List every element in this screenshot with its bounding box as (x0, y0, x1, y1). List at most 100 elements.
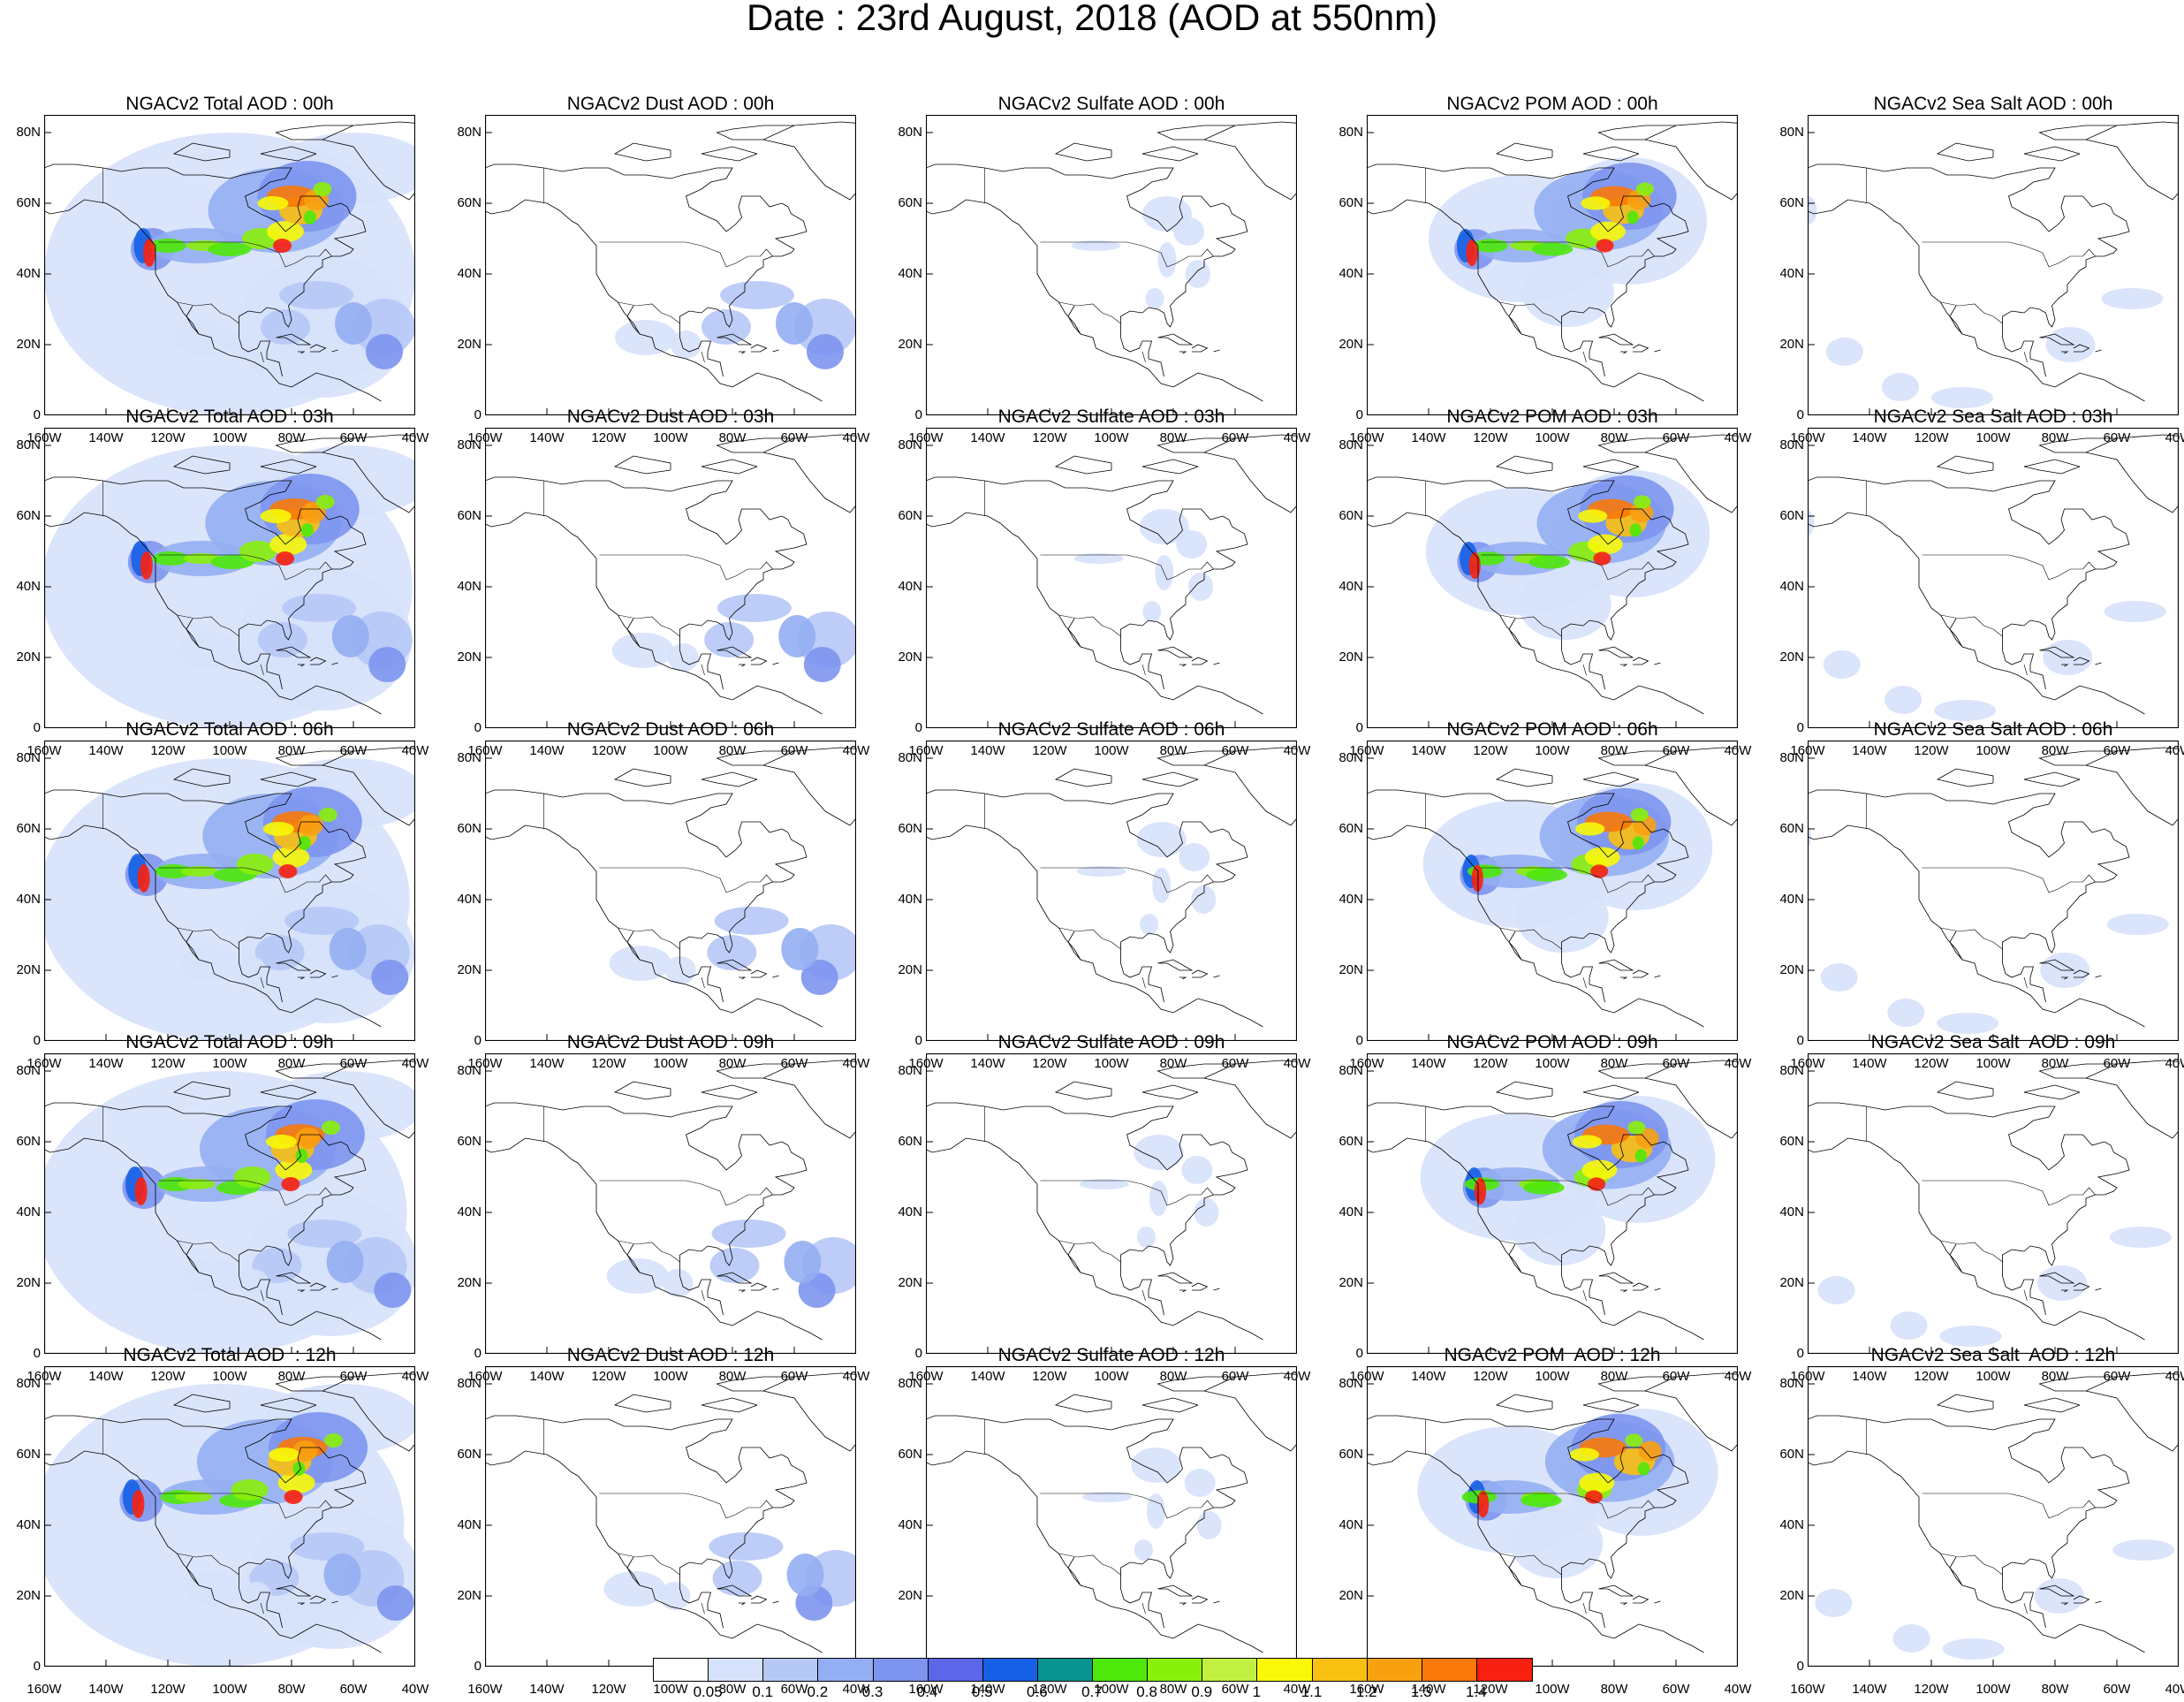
aod-field-patch (287, 1220, 362, 1248)
coastline (1367, 1102, 1689, 1266)
political-border (1481, 241, 1655, 268)
political-border (260, 1289, 264, 1302)
y-tick-label: 60N (457, 195, 482, 210)
x-tick-label: 140W (529, 1369, 565, 1384)
political-border (1040, 554, 1214, 581)
map-frame (926, 115, 1297, 415)
y-tick-label: 40N (898, 892, 922, 907)
y-tick-label: 0 (1355, 720, 1363, 735)
y-tick-label: 80N (1338, 750, 1363, 765)
political-border (618, 1240, 680, 1263)
political-border (1058, 614, 1121, 637)
x-tick-label: 160W (467, 1682, 503, 1697)
x-tick-label: 80W (1159, 1682, 1187, 1697)
x-tick-label: 40W (842, 743, 870, 758)
aod-field-patch (701, 309, 751, 345)
political-border (1058, 1240, 1121, 1263)
y-tick-label: 60N (1779, 821, 1804, 836)
y-tick-label: 60N (1338, 195, 1363, 210)
y-tick-label: 40N (457, 579, 482, 594)
coastline (1120, 949, 1164, 1003)
coastline (613, 1081, 671, 1100)
coastline (172, 142, 231, 162)
coastline (2061, 351, 2069, 354)
x-tick-label: 140W (1411, 1682, 1446, 1697)
y-tick-label: 80N (898, 1376, 922, 1391)
x-tick-label: 140W (88, 1369, 124, 1384)
coastline (1936, 1394, 1994, 1413)
x-tick-label: 140W (970, 430, 1005, 445)
aod-map (485, 428, 856, 728)
aod-field-patch (667, 643, 699, 672)
x-tick-label: 40W (842, 430, 870, 445)
y-tick-label: 80N (457, 1063, 482, 1078)
aod-field-patch (1466, 239, 1478, 267)
coastline (309, 1595, 327, 1604)
panel-title: NGACv2 Sulfate AOD : 06h (997, 719, 1225, 740)
aod-field-patch (292, 1462, 306, 1476)
x-tick-label: 100W (1094, 430, 1129, 445)
x-tick-label: 40W (401, 1369, 429, 1384)
coastline (1949, 1243, 1963, 1273)
x-tick-label: 120W (150, 1369, 186, 1384)
aod-field-patch (137, 864, 150, 893)
coastline (926, 1102, 1248, 1266)
aod-map (1808, 1366, 2179, 1667)
y-tick-label: 0 (474, 1346, 482, 1361)
y-tick-label: 80N (1338, 125, 1363, 140)
panel-title: NGACv2 Dust AOD : 00h (566, 94, 775, 114)
panel-title: NGACv2 Sea Salt AOD : 06h (1873, 719, 2113, 740)
political-border (701, 351, 705, 363)
colorbar-label: 1.2 (1355, 1683, 1377, 1700)
y-tick-label: 20N (1338, 1275, 1363, 1290)
aod-field-patch (322, 1121, 340, 1135)
coastline (1644, 747, 1738, 826)
political-border (260, 976, 264, 989)
y-tick-label: 80N (898, 125, 922, 140)
political-border (701, 1602, 705, 1615)
aod-field-patch (781, 928, 819, 970)
map-frame (926, 428, 1297, 728)
map-panel-pom-00h: NGACv2 POM AOD : 00h 80N 60N 40N 20N 0 160W 140… (1338, 94, 1751, 445)
aod-field-patch (1176, 530, 1208, 558)
colorbar-swatch (817, 1658, 875, 1682)
aod-field-patch (720, 281, 794, 309)
map-frame (1808, 741, 2179, 1041)
aod-field-patch (1588, 1177, 1606, 1191)
coastline (1179, 976, 1187, 980)
aod-field-patch (329, 928, 367, 970)
x-tick-label: 40W (2165, 1369, 2184, 1384)
aod-field-patch (230, 331, 261, 359)
coastline (2038, 1376, 2118, 1392)
aod-field-patch (1593, 551, 1611, 566)
aod-field-patch (712, 1561, 762, 1596)
political-border (1582, 351, 1587, 363)
map-panel-seasalt-03h: NGACv2 Sea Salt AOD : 03h 80N 60N 40N 20N 0 16… (1779, 407, 2184, 758)
map-panel-total-03h: NGACv2 Total AOD : 03h 80N 60N 40N 20N 0 160W 1… (16, 407, 428, 758)
coastline (1644, 1060, 1738, 1139)
aod-field-patch (1633, 495, 1651, 509)
coastline (331, 1600, 338, 1604)
coastline (239, 1262, 283, 1316)
map-panel-dust-03h: NGACv2 Dust AOD : 03h 80N 60N 40N 20N 0 160W 14… (457, 407, 869, 758)
y-tick-label: 60N (1779, 508, 1804, 523)
y-tick-label: 0 (474, 407, 482, 422)
coastline (679, 323, 724, 377)
y-tick-label: 60N (457, 508, 482, 523)
coastline (485, 512, 823, 715)
aod-field-patch (1528, 555, 1571, 569)
political-border (1922, 867, 2096, 893)
x-tick-label: 40W (2165, 1056, 2184, 1071)
coastline (1654, 975, 1661, 978)
y-tick-label: 40N (16, 266, 41, 281)
coastline (1067, 1556, 1081, 1586)
y-tick-label: 40N (898, 1204, 922, 1220)
aod-field-patch (257, 196, 289, 210)
coastline (1179, 351, 1187, 354)
y-tick-label: 80N (16, 1376, 41, 1391)
figure-title: Date : 23rd August, 2018 (AOD at 550nm) (746, 0, 1438, 38)
x-tick-label: 40W (1724, 743, 1752, 758)
x-tick-label: 100W (1535, 1682, 1570, 1697)
coastline (2039, 333, 2075, 346)
map-frame (485, 115, 856, 415)
